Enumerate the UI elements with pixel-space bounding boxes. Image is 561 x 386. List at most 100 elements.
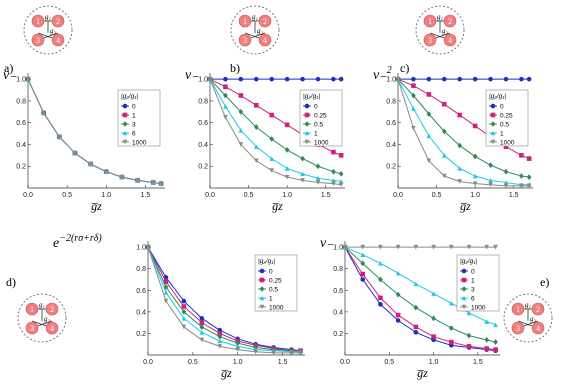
marker — [526, 174, 532, 181]
x-tick-label: 0.0 — [23, 192, 33, 199]
marker — [331, 168, 336, 175]
marker — [238, 142, 244, 147]
y-tick-label: 0.8 — [16, 98, 26, 105]
coupling-label: g₂ — [257, 27, 264, 35]
legend-label: 0.5 — [269, 286, 278, 293]
marker — [413, 324, 419, 330]
site — [258, 33, 272, 47]
marker — [466, 332, 472, 339]
site-label: 1 — [516, 305, 520, 314]
site-label: 1 — [243, 17, 247, 26]
y-axis-label-main: e — [53, 236, 59, 251]
marker — [300, 155, 305, 162]
marker — [413, 244, 419, 250]
series-line — [147, 246, 301, 353]
marker — [441, 101, 447, 107]
site — [51, 14, 65, 28]
marker — [466, 310, 472, 316]
series-line — [397, 78, 530, 160]
legend-marker — [122, 112, 128, 118]
marker — [217, 338, 223, 344]
series-line — [397, 78, 530, 178]
x-axis-label: g̅z — [460, 199, 471, 213]
legend-label: 0.5 — [500, 121, 509, 128]
marker — [235, 340, 241, 347]
site — [238, 14, 252, 28]
y-tick-label: 0.4 — [386, 142, 396, 149]
marker — [411, 83, 416, 89]
marker — [378, 244, 383, 250]
marker — [298, 350, 303, 356]
marker — [284, 147, 290, 153]
y-tick-label: 0.2 — [198, 164, 208, 171]
marker — [493, 339, 498, 345]
y-tick-label: 0.8 — [136, 266, 146, 273]
marker — [526, 183, 532, 189]
x-tick-label: 0.5 — [432, 192, 442, 199]
site — [45, 321, 59, 335]
x-tick-label: 0.5 — [384, 359, 394, 366]
panel-label: d) — [6, 275, 16, 289]
x-tick-label: 0.0 — [340, 359, 350, 366]
marker — [441, 128, 447, 135]
coupling-label: g₁ — [252, 13, 258, 21]
legend-marker — [122, 121, 128, 127]
marker — [238, 108, 244, 115]
marker — [223, 76, 228, 82]
site — [531, 321, 545, 335]
marker — [199, 330, 205, 335]
legend-label: 1000 — [500, 139, 515, 146]
y-axis-label-sup: 2 — [387, 65, 392, 76]
marker — [181, 298, 187, 304]
marker — [411, 106, 416, 111]
marker — [441, 173, 447, 179]
marker — [253, 76, 259, 82]
x-tick-label: 1.0 — [470, 192, 480, 199]
legend-label: 0 — [132, 103, 136, 110]
legend-marker — [304, 103, 310, 109]
site — [443, 14, 457, 28]
marker — [378, 295, 383, 301]
y-axis-label: e−2(rσ+rδ) — [53, 233, 102, 251]
legend-marker — [259, 286, 265, 292]
marker — [526, 156, 532, 161]
marker — [284, 174, 290, 180]
legend-box — [299, 89, 343, 147]
legend-marker — [122, 130, 128, 136]
y-tick-label: 0.4 — [333, 309, 343, 316]
x-axis-label: g̅z — [91, 199, 102, 213]
site — [238, 33, 252, 47]
partition-outline — [23, 5, 73, 55]
marker — [135, 178, 140, 183]
x-tick-label: 1.0 — [429, 359, 439, 366]
coupling-label: g₂ — [442, 27, 449, 35]
marker — [448, 300, 454, 306]
y-tick-label: 0.8 — [333, 266, 343, 273]
marker — [199, 337, 205, 343]
legend-marker — [490, 112, 496, 118]
marker — [253, 349, 258, 355]
marker — [484, 337, 490, 343]
series-line — [344, 246, 496, 352]
y-axis-label: ν₋2 — [373, 65, 392, 83]
x-tick-label: 1.5 — [278, 359, 288, 366]
y-axis-label-sup: −2(rσ+rδ) — [59, 233, 102, 244]
y-tick-label: 1.0 — [333, 245, 343, 252]
legend-label: 1 — [314, 130, 318, 137]
site-label: 3 — [30, 324, 34, 333]
series-line — [209, 78, 342, 182]
marker — [519, 76, 524, 82]
marker — [503, 144, 509, 149]
x-tick-label: 0.0 — [205, 192, 215, 199]
legend-title: |g₂/g₁| — [460, 258, 477, 265]
marker — [41, 110, 46, 116]
site-label: 2 — [56, 17, 60, 26]
coupling-label: g₁ — [45, 13, 51, 21]
legend-marker — [259, 277, 265, 283]
marker — [360, 277, 366, 282]
coupling-label: g₂ — [530, 315, 537, 323]
site — [31, 14, 45, 28]
marker — [411, 125, 416, 131]
x-tick-label: 1.5 — [473, 359, 483, 366]
site — [443, 33, 457, 47]
